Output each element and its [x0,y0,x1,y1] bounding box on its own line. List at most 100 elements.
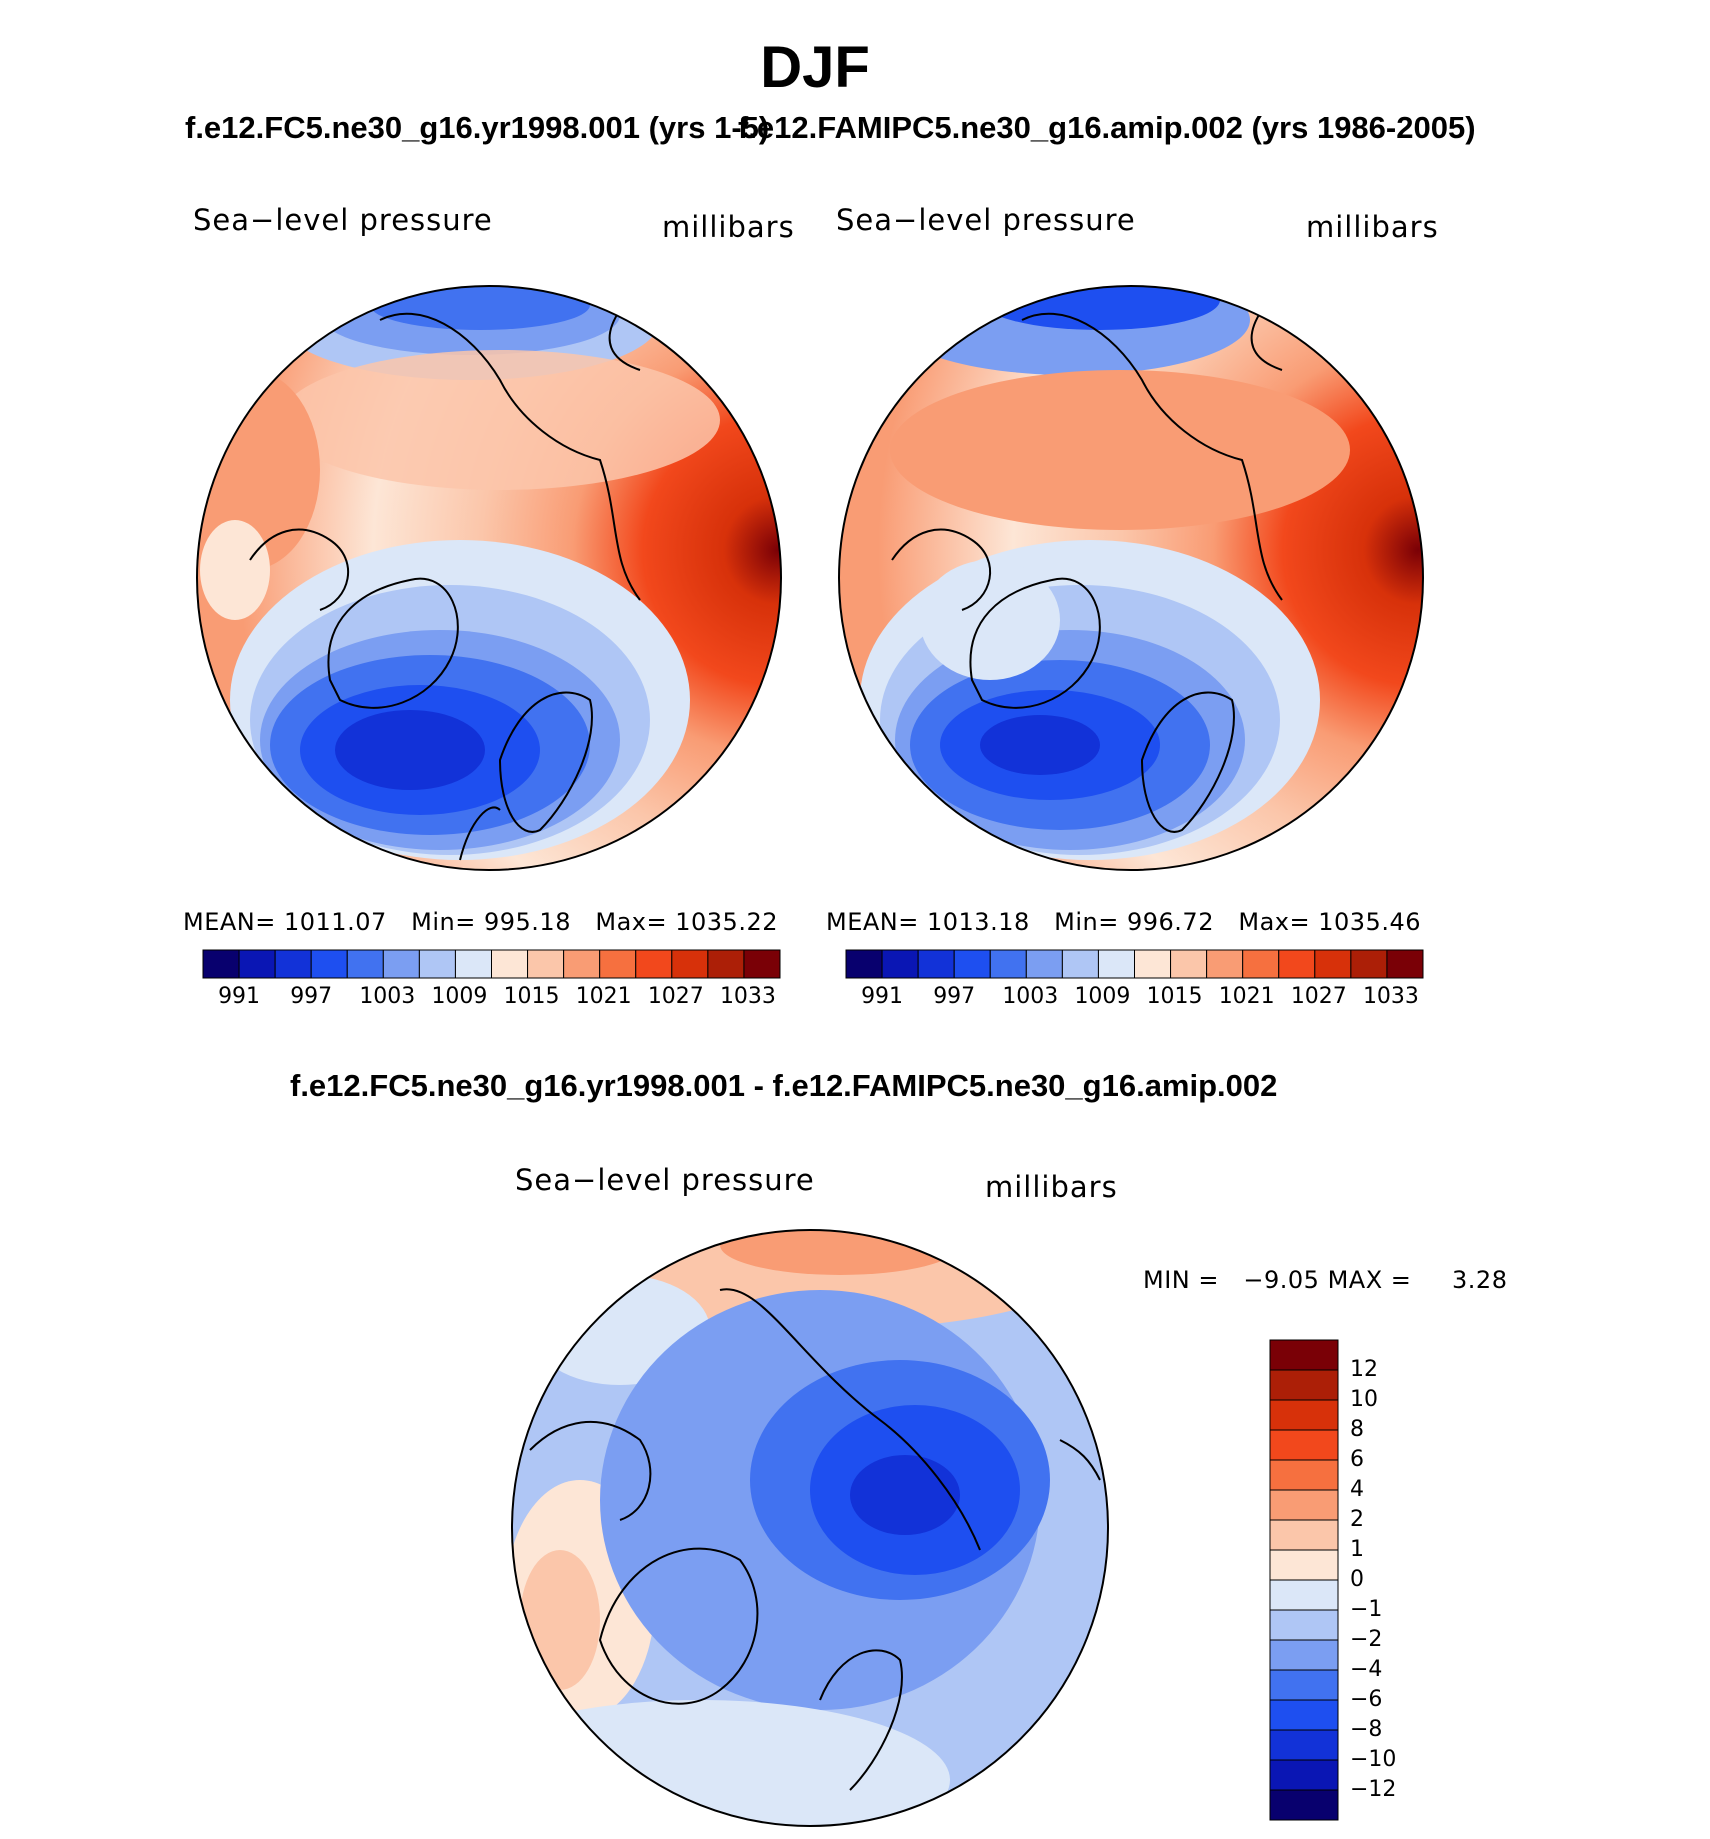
colorbar-tick-label: −1 [1350,1597,1383,1622]
panel1-subtitle: f.e12.FC5.ne30_g16.yr1998.001 (yrs 1-5) [185,110,770,145]
colorbar-swatch [1134,949,1172,979]
min-value: 995.18 [483,908,571,936]
colorbar-swatch [1269,1489,1339,1521]
colorbar-swatch [707,949,745,979]
min-label: Min= [1054,908,1119,936]
colorbar-tick-label: 1003 [1002,984,1059,1009]
colorbar-tick-label: −4 [1350,1657,1383,1682]
map2-coastlines [891,309,1283,833]
colorbar-swatch [1278,949,1316,979]
colorbar-swatch [1269,1699,1339,1731]
mean-label: MEAN= [183,908,276,936]
colorbar-swatch [274,949,312,979]
colorbar-swatch [382,949,420,979]
colorbar-swatch [1170,949,1208,979]
colorbar-tick-label: 10 [1350,1387,1378,1412]
colorbar-swatch [953,949,991,979]
colorbar-swatch [1350,949,1388,979]
colorbar-tick-label: 12 [1350,1357,1378,1382]
mean-value: 1011.07 [284,908,387,936]
colorbar-swatch [1269,1669,1339,1701]
colorbar-tick-label: 1009 [431,984,488,1009]
colorbar-tick-label: 1021 [575,984,632,1009]
colorbar-swatch [671,949,709,979]
colorbar-tick-label: 4 [1350,1477,1364,1502]
colorbar-swatch [881,949,919,979]
map-panel3 [512,1230,1108,1826]
max-value: 1035.46 [1318,908,1421,936]
colorbar-panel2 [845,949,1424,979]
colorbar-tick-label: 1021 [1218,984,1275,1009]
colorbar-swatch [1386,949,1424,979]
colorbar-swatch [1025,949,1063,979]
mean-label: MEAN= [826,908,919,936]
map3-border [511,1229,1109,1827]
min-label: Min= [411,908,476,936]
min-label: MIN = [1143,1266,1219,1294]
colorbar-swatch [1269,1459,1339,1491]
max-value: 3.28 [1452,1266,1508,1294]
colorbar-swatch [743,949,781,979]
colorbar-tick-label: 1033 [719,984,776,1009]
min-value: 996.72 [1126,908,1214,936]
colorbar-swatch [1269,1759,1339,1791]
map-panel2 [839,286,1423,870]
colorbar-swatch [346,949,384,979]
diff-stats: MIN = −9.05 MAX = 3.28 [1143,1266,1507,1294]
colorbar-swatch [989,949,1027,979]
colorbar-swatch [1269,1429,1339,1461]
diff-variable-label: Sea−level pressure [515,1163,815,1197]
map1-coastlines [249,309,641,861]
colorbar-swatch [1269,1339,1339,1371]
map1-border [196,285,782,871]
panel1-variable-label: Sea−level pressure [193,203,493,237]
colorbar-tick-label: 991 [861,984,904,1009]
colorbar-swatch [845,949,883,979]
colorbar-tick-label: 991 [218,984,261,1009]
colorbar-swatch [599,949,637,979]
panel2-variable-label: Sea−level pressure [836,203,1136,237]
colorbar-swatch [1242,949,1280,979]
colorbar-swatch [310,949,348,979]
colorbar-tick-label: 997 [933,984,976,1009]
colorbar-tick-label: 1003 [359,984,416,1009]
colorbar-swatch [563,949,601,979]
diff-units-label: millibars [985,1170,1118,1204]
mean-value: 1013.18 [927,908,1030,936]
main-title: DJF [760,35,870,100]
colorbar-swatch [1269,1399,1339,1431]
colorbar-tick-label: −10 [1350,1747,1397,1772]
panel1-units-label: millibars [662,210,795,244]
panel2-subtitle: f.e12.FAMIPC5.ne30_g16.amip.002 (yrs 198… [738,110,1476,145]
colorbar-swatch [1269,1729,1339,1761]
map-panel1 [197,286,781,870]
colorbar-swatch [1206,949,1244,979]
map3-coastlines [529,1288,1101,1791]
colorbar-swatch [238,949,276,979]
colorbar-swatch [635,949,673,979]
colorbar-swatch [917,949,955,979]
colorbar-tick-label: −12 [1350,1777,1397,1802]
colorbar-tick-label: 1033 [1362,984,1419,1009]
colorbar-swatch [454,949,492,979]
colorbar-swatch [1269,1639,1339,1671]
max-label: MAX = [1327,1266,1412,1294]
colorbar-tick-label: 1015 [503,984,560,1009]
colorbar-tick-label: 1 [1350,1537,1364,1562]
min-value: −9.05 [1243,1266,1320,1294]
panel2-stats: MEAN= 1013.18 Min= 996.72 Max= 1035.46 [826,908,1421,936]
colorbar-panel1 [202,949,781,979]
colorbar-swatch [202,949,240,979]
colorbar-swatch [527,949,565,979]
colorbar-tick-label: −2 [1350,1627,1383,1652]
colorbar-tick-label: −8 [1350,1717,1383,1742]
colorbar-tick-label: −6 [1350,1687,1383,1712]
map2-border [838,285,1424,871]
colorbar-tick-label: 1027 [647,984,704,1009]
panel2-units-label: millibars [1306,210,1439,244]
panel1-stats: MEAN= 1011.07 Min= 995.18 Max= 1035.22 [183,908,778,936]
colorbar-diff [1269,1339,1339,1821]
colorbar-tick-label: 2 [1350,1507,1364,1532]
colorbar-swatch [1269,1579,1339,1611]
